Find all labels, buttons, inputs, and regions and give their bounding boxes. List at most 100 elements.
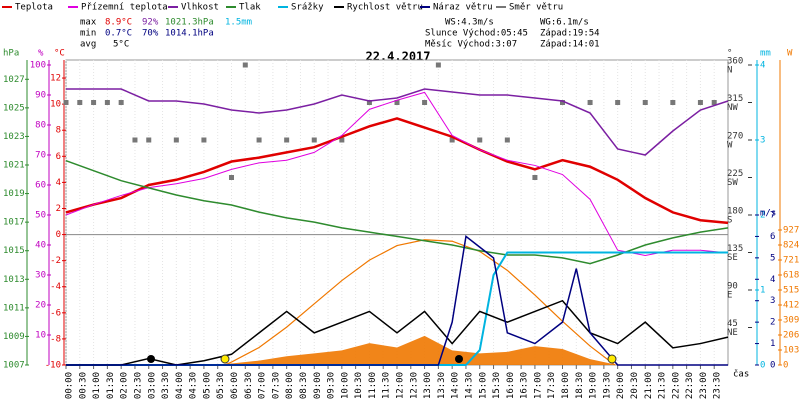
compass-label: SE (727, 253, 738, 263)
x-tick-label: 03:00 (147, 372, 157, 399)
legend-label: Náraz větru (433, 3, 493, 13)
x-tick-label: 19:30 (602, 372, 612, 399)
y-tick-label: 618 (783, 271, 799, 281)
stat: Měsíc Východ:3:07 (425, 40, 517, 50)
x-tick-label: 20:30 (630, 372, 640, 399)
x-tick-label: 17:30 (547, 372, 557, 399)
stat: 1.5mm (225, 18, 252, 28)
x-tick-label: 14:30 (464, 372, 474, 399)
x-tick-label: 13:30 (437, 372, 447, 399)
y-tick-label: 7 (770, 211, 775, 221)
direction-point (477, 137, 483, 143)
y-tick-label: 70 (35, 151, 46, 161)
legend-label: Směr větru (509, 3, 563, 13)
direction-point (242, 62, 248, 68)
stat-label: min (80, 29, 96, 39)
y-tick-label: 40 (35, 241, 46, 251)
legend-label: Tlak (239, 3, 261, 13)
axis-unit: ° (727, 49, 732, 59)
x-tick-label: 02:00 (120, 372, 130, 399)
direction-point (132, 137, 138, 143)
direction-point (422, 100, 428, 105)
y-tick-label: 5 (770, 253, 775, 263)
direction-point (63, 100, 69, 105)
x-tick-label: 07:30 (271, 372, 281, 399)
y-tick-label: 6 (770, 232, 775, 242)
y-tick-label: 1007 (3, 361, 25, 371)
x-tick-label: 23:00 (699, 372, 709, 399)
legend-label: Vlhkost (181, 3, 219, 13)
x-tick-label: 01:30 (106, 372, 116, 399)
x-tick-label: 16:00 (506, 372, 516, 399)
direction-point (670, 100, 676, 105)
x-tick-label: 12:00 (396, 372, 406, 399)
y-tick-label: 30 (35, 271, 46, 281)
x-tick-label: 15:00 (478, 372, 488, 399)
y-tick-label: 824 (783, 241, 799, 251)
x-tick-label: 04:00 (175, 372, 185, 399)
y-tick-label: 135 (727, 244, 743, 254)
y-tick-label: 4 (56, 178, 61, 188)
y-tick-label: 412 (783, 301, 799, 311)
y-tick-label: 927 (783, 226, 799, 236)
x-tick-label: 05:00 (202, 372, 212, 399)
compass-label: E (727, 291, 732, 301)
y-tick-label: 3 (770, 296, 775, 306)
x-tick-label: 01:00 (92, 372, 102, 399)
direction-point (229, 175, 234, 180)
stat: 0.7°C (105, 29, 132, 39)
legend-label: Teplota (15, 3, 53, 13)
y-tick-label: 721 (783, 256, 799, 266)
axis-unit: W (787, 49, 793, 59)
direction-point (104, 100, 110, 105)
y-tick-label: 3 (760, 136, 765, 146)
y-tick-label: 1025 (3, 103, 25, 113)
stat: Západ:14:01 (540, 40, 600, 50)
x-tick-label: 23:30 (713, 372, 723, 399)
y-tick-label: 60 (35, 181, 46, 191)
stats: max 8.9°C 92% 1021.3hPa 1.5mm min 0.7°C … (80, 18, 600, 50)
x-tick-label: 15:30 (492, 372, 502, 399)
x-tick-label: 09:00 (313, 372, 323, 399)
axis-unit: m/s (760, 209, 776, 219)
y-tick-label: 4 (770, 275, 775, 285)
y-tick-label: 270 (727, 132, 743, 142)
stat: Slunce Východ:05:45 (425, 29, 528, 39)
sunset-marker (607, 354, 617, 364)
y-tick-label: 90 (35, 91, 46, 101)
x-tick-label: 03:30 (161, 372, 171, 399)
y-tick-label: 2 (760, 211, 765, 221)
y-tick-label: 0 (770, 361, 775, 371)
x-tick-label: 06:30 (244, 372, 254, 399)
stat: 1014.1hPa (165, 29, 214, 39)
x-tick-label: 08:30 (299, 372, 309, 399)
direction-point (697, 100, 703, 105)
x-tick-label: 10:30 (354, 372, 364, 399)
x-tick-label: 22:30 (685, 372, 695, 399)
compass-label: S (727, 216, 732, 226)
x-tick-label: 05:30 (216, 372, 226, 399)
y-tick-label: 206 (783, 331, 799, 341)
y-tick-label: 315 (727, 94, 743, 104)
stat: Západ:19:54 (540, 29, 600, 39)
x-tick-label: 07:00 (258, 372, 268, 399)
y-tick-label: 180 (727, 207, 743, 217)
direction-point (339, 137, 345, 143)
moonset-marker (455, 355, 463, 363)
y-tick-label: 80 (35, 121, 46, 131)
axis-unit: °C (54, 49, 65, 59)
sunrise-marker (220, 354, 230, 364)
y-tick-label: 1011 (3, 303, 25, 313)
x-tick-label: 16:30 (520, 372, 530, 399)
direction-point (435, 62, 441, 68)
y-tick-label: -8 (50, 334, 61, 344)
solar-fill (203, 335, 618, 365)
direction-point (173, 137, 179, 143)
direction-point (91, 100, 97, 105)
y-tick-label: 360 (727, 57, 743, 67)
y-tick-label: 515 (783, 286, 799, 296)
y-tick-label: 1023 (3, 132, 25, 142)
y-tick-label: 1017 (3, 218, 25, 228)
